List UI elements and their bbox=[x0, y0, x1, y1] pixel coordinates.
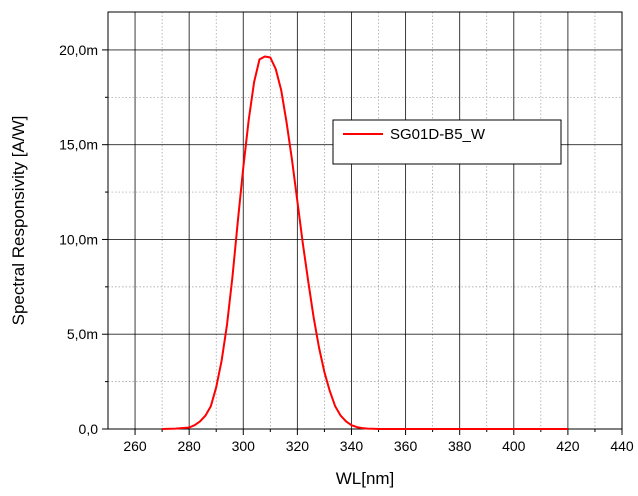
x-tick-label: 420 bbox=[556, 438, 580, 454]
y-tick-label: 5,0m bbox=[67, 326, 98, 342]
x-tick-label: 360 bbox=[394, 438, 418, 454]
x-tick-label: 300 bbox=[232, 438, 256, 454]
y-tick-label: 20,0m bbox=[59, 42, 98, 58]
tick-label-layer: 260 280 300 320 340 360 380 400 420 440 0,0 5,0m 10,… bbox=[59, 42, 634, 454]
grid-layer bbox=[108, 12, 622, 429]
y-tick-label: 10,0m bbox=[59, 231, 98, 247]
axes-layer bbox=[102, 49, 623, 435]
x-tick-label: 340 bbox=[340, 438, 364, 454]
legend-box bbox=[332, 119, 562, 165]
x-tick-label: 320 bbox=[286, 438, 310, 454]
legend-label: SG01D-B5_W bbox=[390, 126, 486, 143]
y-axis-title: Spectral Responsivity [A/W] bbox=[9, 116, 28, 326]
plot-frame bbox=[107, 11, 623, 430]
x-tick-label: 260 bbox=[123, 438, 147, 454]
series-layer bbox=[162, 55, 568, 430]
x-tick-label: 280 bbox=[177, 438, 201, 454]
series-line bbox=[162, 55, 568, 430]
x-tick-label: 380 bbox=[448, 438, 472, 454]
x-tick-label: 400 bbox=[502, 438, 526, 454]
y-tick-label: 15,0m bbox=[59, 137, 98, 153]
x-tick-label: 440 bbox=[610, 438, 634, 454]
y-tick-label: 0,0 bbox=[79, 421, 99, 437]
legend: SG01D-B5_W bbox=[332, 119, 562, 165]
x-axis-title: WL[nm] bbox=[336, 469, 395, 488]
